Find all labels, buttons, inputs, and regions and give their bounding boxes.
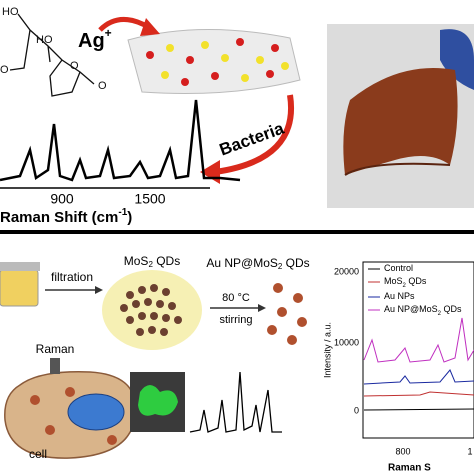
atom-label: HO	[2, 6, 19, 18]
legend-label: Au NP@MoS2 QDs	[384, 304, 462, 316]
series-line	[363, 391, 474, 397]
step-label: Au NP@MoS2 QDs	[206, 256, 309, 271]
atom-label: HO	[36, 34, 53, 46]
legend: Control MoS2 QDs Au NPs Au NP@MoS2 QDs	[368, 263, 462, 317]
step-label: stirring	[219, 314, 252, 326]
x-axis-label: Raman S	[388, 463, 431, 474]
sheet	[127, 28, 301, 94]
probe	[50, 358, 60, 374]
qd-cloud	[102, 270, 202, 350]
legend-label: MoS2 QDs	[384, 276, 427, 288]
series-line	[363, 369, 474, 385]
atom-label: O	[98, 80, 107, 92]
vial	[0, 269, 39, 307]
y-axis-label: Intensity / a.u.	[322, 322, 332, 378]
film	[343, 68, 458, 175]
series-line	[363, 408, 474, 411]
spectrum	[0, 99, 241, 182]
y-tick-label: 10000	[334, 337, 359, 347]
legend-label: Control	[384, 263, 413, 273]
particles	[146, 38, 289, 86]
y-tick-label: 20000	[334, 266, 359, 276]
au-particles	[267, 283, 307, 345]
step-label: 80 °C	[222, 292, 250, 304]
vial-cap	[0, 262, 40, 271]
arrow	[214, 94, 295, 175]
atom-label: O	[70, 60, 79, 72]
bonds	[9, 13, 95, 97]
x-tick-label: 800	[395, 446, 410, 456]
film-edge	[344, 162, 451, 176]
cell-particles	[30, 387, 117, 445]
tick-label: 900	[50, 191, 74, 207]
arrowhead	[140, 18, 160, 36]
atom-label: O	[0, 64, 9, 76]
tick-label: 1500	[134, 191, 165, 207]
fluorescence	[138, 385, 178, 416]
arrowhead	[95, 286, 103, 294]
x-tick-label: 1	[467, 446, 472, 456]
qd-dots	[120, 284, 182, 336]
cell-spectrum	[189, 371, 282, 433]
label: Raman	[36, 342, 75, 356]
legend-label: Au NPs	[384, 291, 415, 301]
step-label: MoS2 QDs	[124, 254, 180, 269]
nucleus	[67, 393, 125, 431]
label: cell	[29, 447, 47, 461]
molecule: HO HO O O O	[0, 6, 107, 97]
glove	[440, 29, 474, 90]
step-label: filtration	[51, 270, 93, 284]
axis-label: Raman Shift (cm-1)	[0, 207, 132, 226]
series-line	[363, 317, 474, 363]
plot-frame	[362, 261, 474, 439]
y-tick-label: 0	[354, 405, 359, 415]
ion-label: Ag+	[78, 26, 112, 52]
arrowhead	[258, 304, 266, 312]
